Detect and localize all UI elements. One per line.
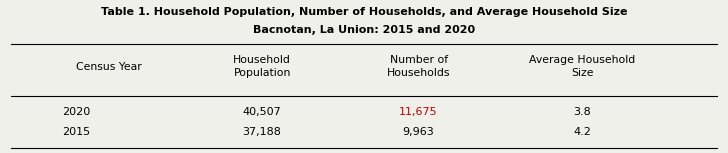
Text: 2015: 2015 bbox=[63, 127, 90, 137]
Text: 40,507: 40,507 bbox=[242, 107, 282, 118]
Text: Average Household
Size: Average Household Size bbox=[529, 55, 636, 78]
Text: 2020: 2020 bbox=[63, 107, 90, 118]
Text: Bacnotan, La Union: 2015 and 2020: Bacnotan, La Union: 2015 and 2020 bbox=[253, 25, 475, 35]
Text: 11,675: 11,675 bbox=[399, 107, 438, 118]
Text: Census Year: Census Year bbox=[76, 62, 142, 72]
Text: 3.8: 3.8 bbox=[574, 107, 591, 118]
Text: Table 1. Household Population, Number of Households, and Average Household Size: Table 1. Household Population, Number of… bbox=[100, 7, 628, 17]
Text: Number of
Households: Number of Households bbox=[387, 55, 451, 78]
Text: 9,963: 9,963 bbox=[403, 127, 435, 137]
Text: 37,188: 37,188 bbox=[242, 127, 282, 137]
Text: Household
Population: Household Population bbox=[233, 55, 291, 78]
Text: 4.2: 4.2 bbox=[574, 127, 591, 137]
